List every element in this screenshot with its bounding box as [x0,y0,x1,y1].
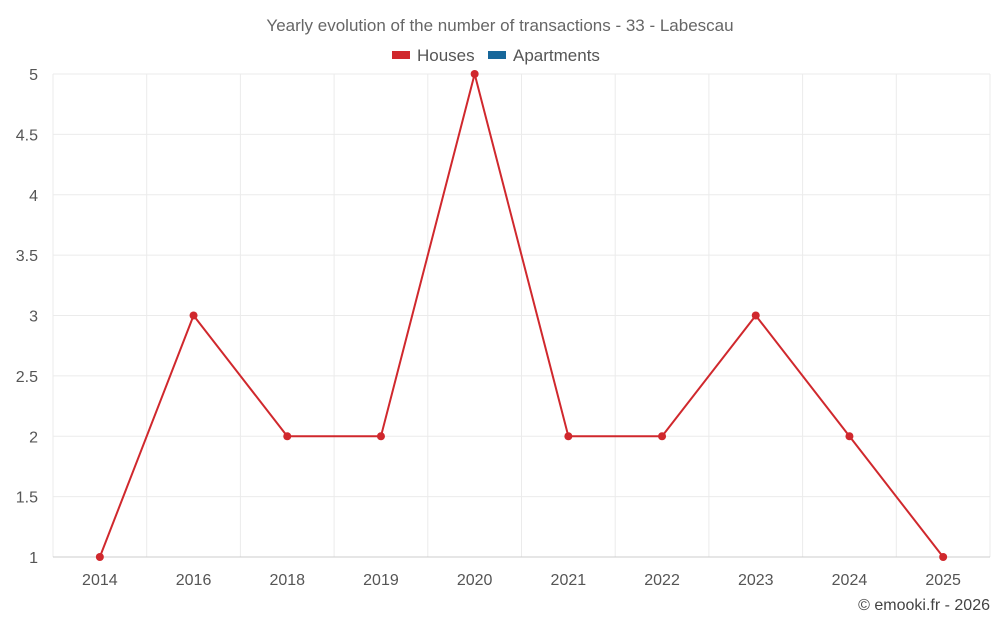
data-point-houses[interactable] [845,432,854,441]
y-tick-label: 5 [29,67,38,84]
x-tick-label: 2020 [457,572,493,589]
legend: Houses Apartments [392,46,600,65]
y-tick-label: 1.5 [16,490,38,507]
data-point-houses[interactable] [658,432,667,441]
x-tick-label: 2022 [644,572,680,589]
data-point-houses[interactable] [751,311,760,320]
series-houses [95,70,948,561]
legend-swatch-houses [392,51,410,59]
data-point-houses[interactable] [283,432,292,441]
x-tick-label: 2025 [925,572,961,589]
x-axis-ticks: 2014 2016 2018 2019 2020 2021 2022 2023 2024 2025 [82,572,961,589]
series-line-houses [98,73,944,558]
x-tick-label: 2021 [551,572,587,589]
chart-title: Yearly evolution of the number of transa… [266,16,733,35]
x-tick-label: 2023 [738,572,774,589]
y-axis-ticks: 1 1.5 2 2.5 3 3.5 4 4.5 5 [16,67,38,567]
y-tick-label: 3 [29,309,38,326]
data-point-houses[interactable] [939,553,948,561]
legend-label-houses: Houses [417,46,475,65]
y-tick-label: 4 [29,188,38,205]
data-point-houses[interactable] [564,432,573,441]
x-tick-label: 2019 [363,572,399,589]
legend-item-houses[interactable]: Houses [392,46,475,65]
y-tick-label: 4.5 [16,127,38,144]
legend-label-apartments: Apartments [513,46,600,65]
y-tick-label: 3.5 [16,248,38,265]
data-point-houses[interactable] [95,553,104,561]
y-tick-label: 2 [29,429,38,446]
data-point-houses[interactable] [376,432,385,441]
x-tick-label: 2024 [832,572,868,589]
legend-swatch-apartments [488,51,506,59]
data-point-houses[interactable] [470,70,479,78]
x-tick-label: 2016 [176,572,212,589]
data-point-houses[interactable] [189,311,198,320]
y-tick-label: 1 [29,550,38,567]
legend-item-apartments[interactable]: Apartments [488,46,600,65]
y-tick-label: 2.5 [16,369,38,386]
x-tick-label: 2014 [82,572,118,589]
x-tick-label: 2018 [269,572,305,589]
credit-text: © emooki.fr - 2026 [858,597,990,614]
